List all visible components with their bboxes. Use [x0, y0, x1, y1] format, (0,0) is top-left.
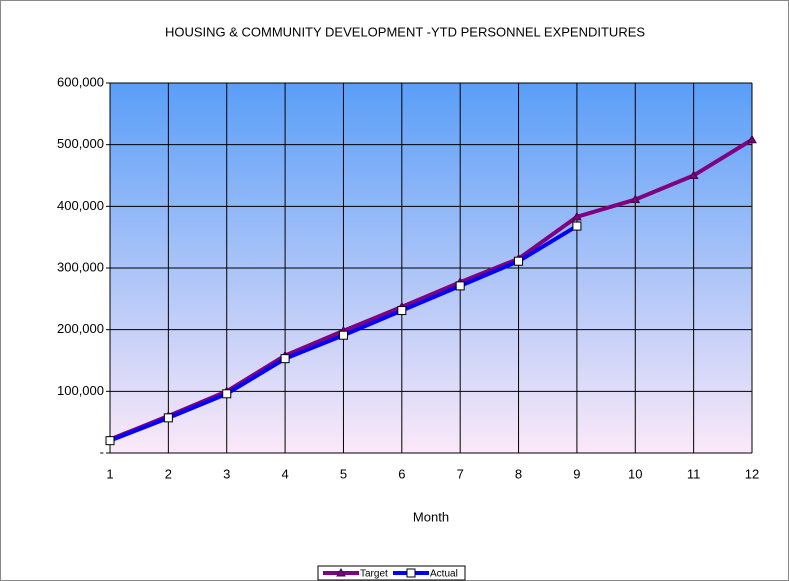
legend-label: Target — [360, 569, 388, 580]
marker — [105, 436, 115, 446]
marker — [338, 330, 348, 340]
marker — [688, 170, 699, 179]
x-tick-label: 8 — [515, 466, 522, 481]
y-tick-label: 100,000 — [57, 383, 104, 398]
x-tick-label: 11 — [687, 466, 701, 481]
x-tick-label: 7 — [457, 466, 464, 481]
marker — [572, 221, 582, 231]
x-tick-label: 2 — [165, 466, 172, 481]
x-tick-label: 12 — [745, 466, 759, 481]
legend-label: Actual — [430, 569, 458, 580]
marker — [514, 256, 524, 266]
x-tick-label: 5 — [340, 466, 347, 481]
legend-marker — [336, 567, 346, 577]
legend-marker — [406, 568, 416, 578]
chart-title: HOUSING & COMMUNITY DEVELOPMENT -YTD PER… — [165, 24, 645, 39]
marker — [280, 354, 290, 364]
x-tick-label: 3 — [223, 466, 230, 481]
x-tick-label: 1 — [106, 466, 113, 481]
marker — [455, 281, 465, 291]
marker — [222, 389, 232, 399]
marker — [630, 194, 641, 204]
marker — [572, 211, 582, 221]
x-tick-label: 4 — [281, 466, 288, 481]
x-axis-title: Month — [413, 509, 449, 524]
y-tick-label: 400,000 — [57, 198, 104, 213]
y-tick-label: 200,000 — [57, 321, 104, 336]
y-tick-label: 600,000 — [57, 74, 104, 89]
legend — [317, 565, 466, 581]
y-tick-label: 300,000 — [57, 259, 104, 274]
marker — [397, 306, 407, 316]
marker — [747, 134, 757, 144]
x-tick-label: 9 — [573, 466, 580, 481]
marker — [163, 413, 173, 423]
x-tick-label: 10 — [628, 466, 642, 481]
series-line — [109, 138, 754, 442]
x-tick-label: 6 — [398, 466, 405, 481]
y-tick-label: - — [100, 444, 104, 459]
y-tick-label: 500,000 — [57, 136, 104, 151]
